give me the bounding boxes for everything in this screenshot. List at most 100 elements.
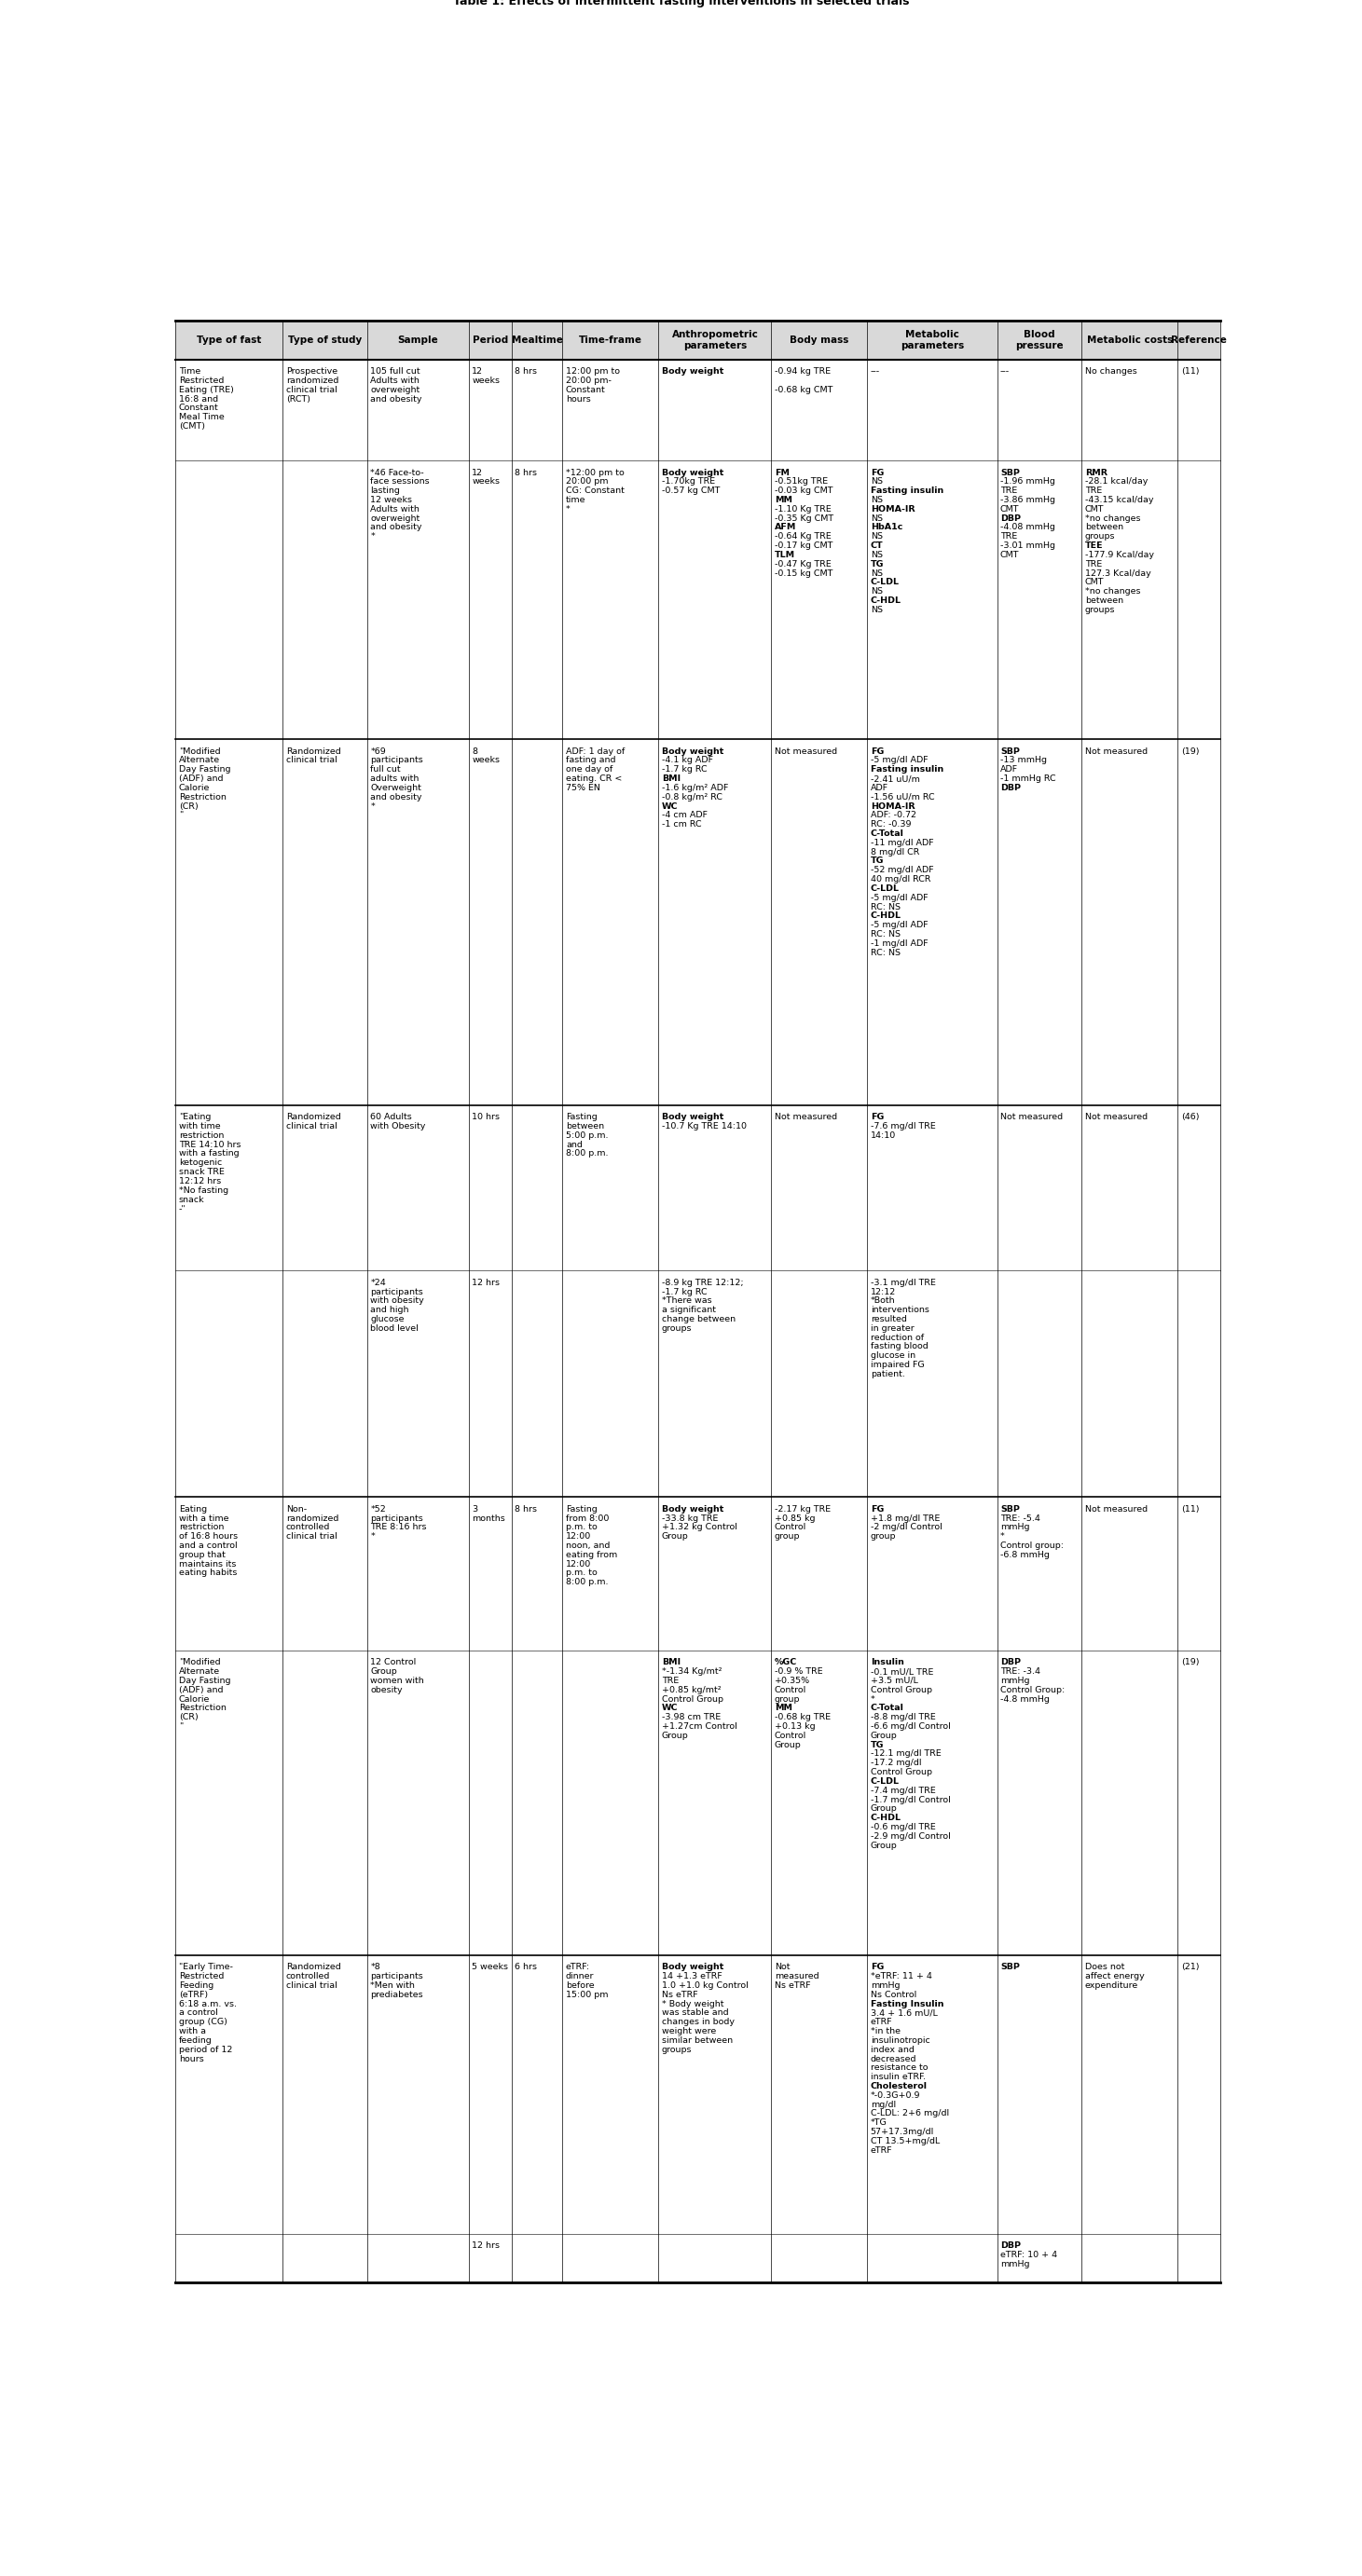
Text: overweight: overweight: [370, 386, 421, 394]
Text: RMR: RMR: [1086, 469, 1107, 477]
Text: (CMT): (CMT): [178, 422, 204, 430]
Text: feeding: feeding: [178, 2035, 212, 2045]
Text: Not measured: Not measured: [775, 1113, 838, 1121]
Text: -13 mmHg: -13 mmHg: [1000, 757, 1047, 765]
Text: Table 1: Effects of intermittent fasting interventions in selected trials: Table 1: Effects of intermittent fasting…: [452, 0, 910, 8]
Text: Fasting insulin: Fasting insulin: [870, 765, 944, 773]
Text: Meal Time: Meal Time: [178, 412, 225, 422]
Text: *: *: [1000, 1533, 1005, 1540]
Text: FM: FM: [775, 469, 790, 477]
Text: 12 hrs: 12 hrs: [473, 2241, 500, 2251]
Text: affect energy: affect energy: [1086, 1973, 1144, 1981]
Bar: [176, 1497, 1220, 1651]
Text: 10 hrs: 10 hrs: [473, 1113, 500, 1121]
Text: TRE: TRE: [662, 1677, 678, 1685]
Text: between: between: [1086, 523, 1124, 531]
Text: +0.85 kg/mt²: +0.85 kg/mt²: [662, 1685, 720, 1695]
Text: 8 hrs: 8 hrs: [515, 1504, 538, 1512]
Text: 12 weeks: 12 weeks: [370, 495, 413, 505]
Text: TLM: TLM: [775, 551, 795, 559]
Text: NS: NS: [870, 477, 883, 487]
Text: -0.94 kg TRE: -0.94 kg TRE: [775, 368, 831, 376]
Text: (19): (19): [1181, 1659, 1199, 1667]
Text: -0.68 kg TRE: -0.68 kg TRE: [775, 1713, 831, 1721]
Text: *in the: *in the: [870, 2027, 900, 2035]
Text: FG: FG: [870, 1113, 884, 1121]
Text: maintains its: maintains its: [178, 1561, 236, 1569]
Text: NS: NS: [870, 515, 883, 523]
Text: -0.15 kg CMT: -0.15 kg CMT: [775, 569, 832, 577]
Text: fasting and: fasting and: [565, 757, 616, 765]
Text: CMT: CMT: [1000, 505, 1019, 513]
Text: group (CG): group (CG): [178, 2017, 227, 2027]
Text: *: *: [565, 505, 571, 513]
Text: -3.1 mg/dl TRE: -3.1 mg/dl TRE: [870, 1278, 936, 1288]
Text: Anthropometric
parameters: Anthropometric parameters: [671, 330, 759, 350]
Text: -3.98 cm TRE: -3.98 cm TRE: [662, 1713, 720, 1721]
Text: groups: groups: [1086, 605, 1115, 613]
Text: CMT: CMT: [1000, 551, 1019, 559]
Text: C-HDL: C-HDL: [870, 598, 902, 605]
Text: -1.6 kg/m² ADF: -1.6 kg/m² ADF: [662, 783, 729, 791]
Text: -4 cm ADF: -4 cm ADF: [662, 811, 707, 819]
Text: full cut: full cut: [370, 765, 400, 773]
Text: Calorie: Calorie: [178, 783, 210, 791]
Text: +0.13 kg: +0.13 kg: [775, 1723, 816, 1731]
Text: was stable and: was stable and: [662, 2009, 729, 2017]
Text: -43.15 kcal/day: -43.15 kcal/day: [1086, 495, 1154, 505]
Text: 40 mg/dl RCR: 40 mg/dl RCR: [870, 876, 930, 884]
Text: Ns Control: Ns Control: [870, 1991, 917, 1999]
Text: -0.17 kg CMT: -0.17 kg CMT: [775, 541, 832, 549]
Text: Restricted: Restricted: [178, 376, 223, 384]
Text: randomized: randomized: [286, 1515, 339, 1522]
Text: No changes: No changes: [1086, 368, 1137, 376]
Text: 16:8 and: 16:8 and: [178, 394, 218, 402]
Text: -17.2 mg/dl: -17.2 mg/dl: [870, 1759, 921, 1767]
Text: mmHg: mmHg: [1000, 1522, 1030, 1533]
Text: adults with: adults with: [370, 775, 419, 783]
Text: Group: Group: [870, 1806, 898, 1814]
Text: (ADF) and: (ADF) and: [178, 1685, 223, 1695]
Text: C-LDL: C-LDL: [870, 577, 899, 587]
Text: *46 Face-to-: *46 Face-to-: [370, 469, 424, 477]
Text: *-0.3G+0.9: *-0.3G+0.9: [870, 2092, 921, 2099]
Text: glucose: glucose: [370, 1314, 405, 1324]
Text: participants: participants: [370, 1973, 424, 1981]
Text: participants: participants: [370, 1288, 424, 1296]
Text: controlled: controlled: [286, 1522, 330, 1533]
Text: HbA1c: HbA1c: [870, 523, 903, 531]
Text: -33.8 kg TRE: -33.8 kg TRE: [662, 1515, 718, 1522]
Text: Alternate: Alternate: [178, 1667, 219, 1677]
Text: resistance to: resistance to: [870, 2063, 928, 2071]
Text: -28.1 kcal/day: -28.1 kcal/day: [1086, 477, 1148, 487]
Text: resulted: resulted: [870, 1314, 907, 1324]
Text: Body weight: Body weight: [662, 1113, 723, 1121]
Text: eating from: eating from: [565, 1551, 617, 1558]
Text: with Obesity: with Obesity: [370, 1123, 426, 1131]
Bar: [176, 2233, 1220, 2282]
Text: MM: MM: [775, 495, 793, 505]
Text: and a control: and a control: [178, 1540, 237, 1551]
Text: 3: 3: [473, 1504, 478, 1512]
Text: (ADF) and: (ADF) and: [178, 775, 223, 783]
Text: -7.6 mg/dl TRE: -7.6 mg/dl TRE: [870, 1123, 936, 1131]
Text: WC: WC: [662, 801, 678, 811]
Text: -6.6 mg/dl Control: -6.6 mg/dl Control: [870, 1723, 951, 1731]
Text: CMT: CMT: [1086, 505, 1105, 513]
Text: months: months: [473, 1515, 505, 1522]
Text: Calorie: Calorie: [178, 1695, 210, 1703]
Bar: [176, 1105, 1220, 1270]
Text: C-HDL: C-HDL: [870, 912, 902, 920]
Text: *: *: [370, 801, 375, 811]
Text: and high: and high: [370, 1306, 409, 1314]
Text: *no changes: *no changes: [1086, 587, 1140, 595]
Text: groups: groups: [662, 1324, 692, 1332]
Text: TRE: TRE: [1086, 487, 1102, 495]
Bar: [176, 461, 1220, 739]
Text: (CR): (CR): [178, 1713, 197, 1721]
Text: randomized: randomized: [286, 376, 339, 384]
Text: C-LDL: C-LDL: [870, 884, 899, 894]
Text: from 8:00: from 8:00: [565, 1515, 609, 1522]
Text: -0.51kg TRE: -0.51kg TRE: [775, 477, 828, 487]
Text: Control Group: Control Group: [870, 1685, 932, 1695]
